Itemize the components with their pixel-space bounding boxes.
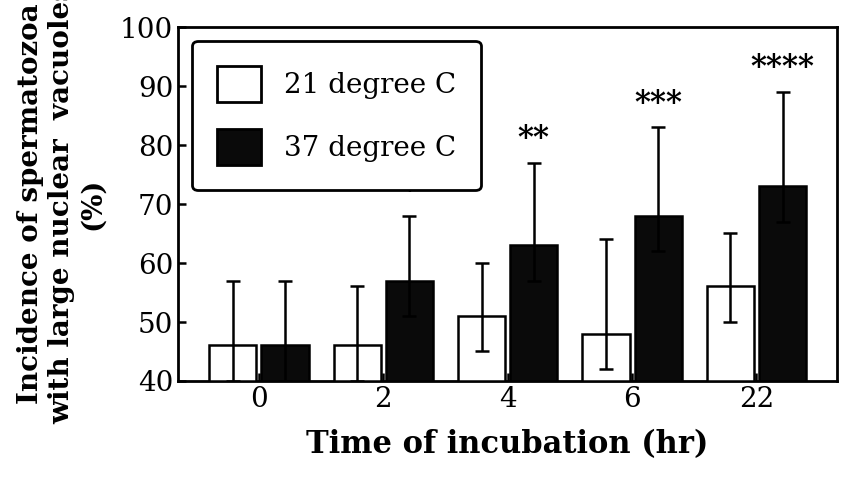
Bar bbox=[386, 280, 432, 381]
Text: **: ** bbox=[517, 123, 549, 154]
Bar bbox=[706, 287, 753, 381]
Y-axis label: Incidence of spermatozoa
with large nuclear  vacuoles
(%): Incidence of spermatozoa with large nucl… bbox=[17, 0, 106, 424]
Bar bbox=[758, 187, 805, 381]
Bar bbox=[334, 345, 380, 381]
X-axis label: Time of incubation (hr): Time of incubation (hr) bbox=[306, 429, 708, 460]
Bar bbox=[582, 334, 629, 381]
Bar bbox=[509, 245, 557, 381]
Text: ***: *** bbox=[634, 88, 682, 118]
Bar bbox=[634, 216, 681, 381]
Text: *: * bbox=[401, 176, 417, 207]
Bar bbox=[209, 345, 256, 381]
Bar bbox=[261, 345, 308, 381]
Legend: 21 degree C, 37 degree C: 21 degree C, 37 degree C bbox=[192, 41, 480, 190]
Text: ****: **** bbox=[750, 52, 814, 83]
Bar bbox=[457, 316, 505, 381]
